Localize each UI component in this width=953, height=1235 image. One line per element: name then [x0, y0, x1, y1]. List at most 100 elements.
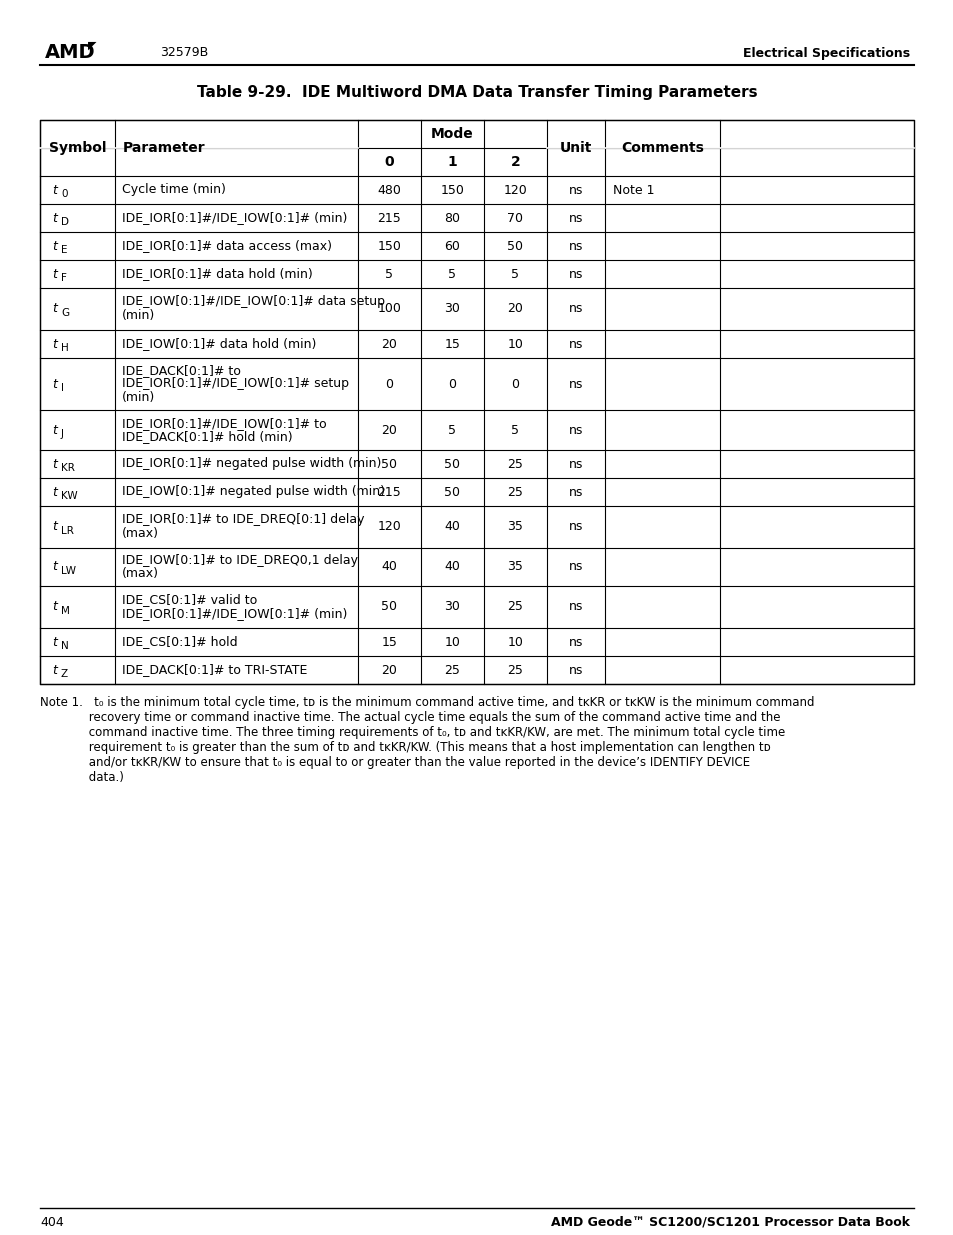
Text: D: D	[61, 217, 69, 227]
Text: ns: ns	[568, 424, 582, 436]
Text: 20: 20	[381, 424, 397, 436]
Text: KR: KR	[61, 463, 74, 473]
Text: IDE_IOR[0:1]# data access (max): IDE_IOR[0:1]# data access (max)	[122, 240, 332, 252]
Text: 120: 120	[377, 520, 401, 534]
Text: recovery time or command inactive time. The actual cycle time equals the sum of : recovery time or command inactive time. …	[40, 711, 780, 724]
Text: 60: 60	[444, 240, 460, 252]
Text: 150: 150	[377, 240, 401, 252]
Text: ns: ns	[568, 337, 582, 351]
Text: 480: 480	[377, 184, 401, 196]
Text: Table 9-29.  IDE Multiword DMA Data Transfer Timing Parameters: Table 9-29. IDE Multiword DMA Data Trans…	[196, 85, 757, 100]
Text: 150: 150	[440, 184, 464, 196]
Text: 30: 30	[444, 303, 460, 315]
Text: Parameter: Parameter	[123, 141, 206, 156]
Text: t: t	[52, 561, 57, 573]
Text: H: H	[61, 343, 69, 353]
Text: 40: 40	[444, 561, 460, 573]
Text: ns: ns	[568, 268, 582, 280]
Text: 32579B: 32579B	[160, 47, 208, 59]
Text: IDE_IOR[0:1]#/IDE_IOW[0:1]# (min): IDE_IOR[0:1]#/IDE_IOW[0:1]# (min)	[122, 211, 347, 225]
Text: Z: Z	[61, 669, 68, 679]
Text: 25: 25	[507, 600, 523, 614]
Text: 20: 20	[381, 337, 397, 351]
Text: N: N	[61, 641, 69, 651]
Text: 0: 0	[385, 378, 393, 390]
Text: AMD Geode™ SC1200/SC1201 Processor Data Book: AMD Geode™ SC1200/SC1201 Processor Data …	[551, 1215, 909, 1229]
Text: IDE_DACK[0:1]# hold (min): IDE_DACK[0:1]# hold (min)	[122, 430, 293, 443]
Text: ns: ns	[568, 303, 582, 315]
Text: IDE_IOW[0:1]# data hold (min): IDE_IOW[0:1]# data hold (min)	[122, 337, 316, 351]
Bar	[40, 120, 913, 684]
Text: 0: 0	[511, 378, 519, 390]
Text: LR: LR	[61, 526, 73, 536]
Text: ns: ns	[568, 211, 582, 225]
Text: 70: 70	[507, 211, 523, 225]
Text: ns: ns	[568, 457, 582, 471]
Text: t: t	[52, 184, 57, 196]
Text: Cycle time (min): Cycle time (min)	[122, 184, 226, 196]
Text: 25: 25	[507, 485, 523, 499]
Text: 25: 25	[444, 663, 460, 677]
Text: IDE_IOR[0:1]# to IDE_DREQ[0:1] delay: IDE_IOR[0:1]# to IDE_DREQ[0:1] delay	[122, 514, 364, 526]
Text: IDE_IOR[0:1]# negated pulse width (min): IDE_IOR[0:1]# negated pulse width (min)	[122, 457, 381, 471]
Text: t: t	[52, 303, 57, 315]
Text: 35: 35	[507, 561, 523, 573]
Text: t: t	[52, 424, 57, 436]
Text: t: t	[52, 268, 57, 280]
Text: (max): (max)	[122, 567, 159, 580]
Text: 10: 10	[507, 337, 523, 351]
Text: 5: 5	[448, 424, 456, 436]
Text: 50: 50	[381, 457, 397, 471]
Text: 25: 25	[507, 663, 523, 677]
Text: (min): (min)	[122, 390, 155, 404]
Text: E: E	[61, 245, 68, 254]
Text: 0: 0	[384, 156, 394, 169]
Text: command inactive time. The three timing requirements of t₀, tᴅ and tᴋKR/KW, are : command inactive time. The three timing …	[40, 726, 784, 739]
Text: Symbol: Symbol	[49, 141, 106, 156]
Text: (min): (min)	[122, 310, 155, 322]
Text: AMD: AMD	[45, 43, 95, 63]
Text: 2: 2	[510, 156, 519, 169]
Text: t: t	[52, 485, 57, 499]
Text: t: t	[52, 520, 57, 534]
Text: ns: ns	[568, 636, 582, 648]
Text: 40: 40	[444, 520, 460, 534]
Text: data.): data.)	[40, 771, 124, 784]
Text: Note 1: Note 1	[613, 184, 654, 196]
Text: 15: 15	[381, 636, 397, 648]
Text: ns: ns	[568, 520, 582, 534]
Text: I: I	[61, 383, 64, 393]
Text: KW: KW	[61, 492, 77, 501]
Text: ns: ns	[568, 663, 582, 677]
Text: IDE_IOW[0:1]#/IDE_IOW[0:1]# data setup: IDE_IOW[0:1]#/IDE_IOW[0:1]# data setup	[122, 295, 385, 309]
Text: 25: 25	[507, 457, 523, 471]
Text: t: t	[52, 663, 57, 677]
Text: t: t	[52, 240, 57, 252]
Text: ns: ns	[568, 485, 582, 499]
Text: 1: 1	[447, 156, 456, 169]
Text: 5: 5	[448, 268, 456, 280]
Text: 50: 50	[381, 600, 397, 614]
Text: IDE_IOR[0:1]#/IDE_IOW[0:1]# (min): IDE_IOR[0:1]#/IDE_IOW[0:1]# (min)	[122, 608, 347, 620]
Text: t: t	[52, 457, 57, 471]
Text: 20: 20	[507, 303, 523, 315]
Text: 215: 215	[377, 485, 401, 499]
Text: ◤: ◤	[88, 41, 96, 51]
Text: M: M	[61, 606, 70, 616]
Text: IDE_CS[0:1]# hold: IDE_CS[0:1]# hold	[122, 636, 237, 648]
Text: 5: 5	[511, 424, 519, 436]
Text: F: F	[61, 273, 67, 283]
Text: J: J	[61, 429, 64, 438]
Text: 20: 20	[381, 663, 397, 677]
Text: IDE_DACK[0:1]# to: IDE_DACK[0:1]# to	[122, 364, 240, 378]
Text: IDE_IOR[0:1]# data hold (min): IDE_IOR[0:1]# data hold (min)	[122, 268, 313, 280]
Text: (max): (max)	[122, 527, 159, 541]
Text: and/or tᴋKR/KW to ensure that t₀ is equal to or greater than the value reported : and/or tᴋKR/KW to ensure that t₀ is equa…	[40, 756, 749, 769]
Text: 0: 0	[448, 378, 456, 390]
Text: IDE_IOR[0:1]#/IDE_IOW[0:1]# to: IDE_IOR[0:1]#/IDE_IOW[0:1]# to	[122, 417, 326, 430]
Text: 404: 404	[40, 1215, 64, 1229]
Text: IDE_CS[0:1]# valid to: IDE_CS[0:1]# valid to	[122, 594, 257, 606]
Text: 15: 15	[444, 337, 460, 351]
Text: IDE_IOW[0:1]# to IDE_DREQ0,1 delay: IDE_IOW[0:1]# to IDE_DREQ0,1 delay	[122, 555, 357, 567]
Text: Comments: Comments	[620, 141, 703, 156]
